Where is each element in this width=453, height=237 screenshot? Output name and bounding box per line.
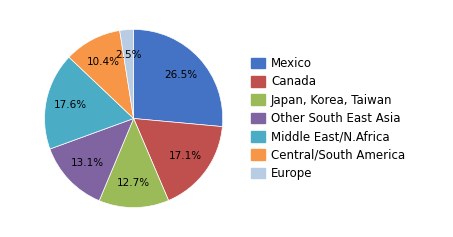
- Wedge shape: [50, 118, 134, 201]
- Legend: Mexico, Canada, Japan, Korea, Taiwan, Other South East Asia, Middle East/N.Afric: Mexico, Canada, Japan, Korea, Taiwan, Ot…: [251, 57, 405, 180]
- Wedge shape: [134, 118, 222, 201]
- Text: 12.7%: 12.7%: [117, 178, 150, 188]
- Text: 17.6%: 17.6%: [54, 100, 87, 110]
- Text: 2.5%: 2.5%: [116, 50, 142, 59]
- Text: 10.4%: 10.4%: [87, 57, 120, 67]
- Wedge shape: [69, 31, 134, 118]
- Text: 17.1%: 17.1%: [169, 151, 202, 161]
- Wedge shape: [120, 29, 134, 118]
- Wedge shape: [44, 57, 134, 149]
- Text: 26.5%: 26.5%: [164, 70, 198, 80]
- Wedge shape: [134, 29, 223, 127]
- Text: 13.1%: 13.1%: [71, 158, 104, 168]
- Wedge shape: [99, 118, 169, 208]
